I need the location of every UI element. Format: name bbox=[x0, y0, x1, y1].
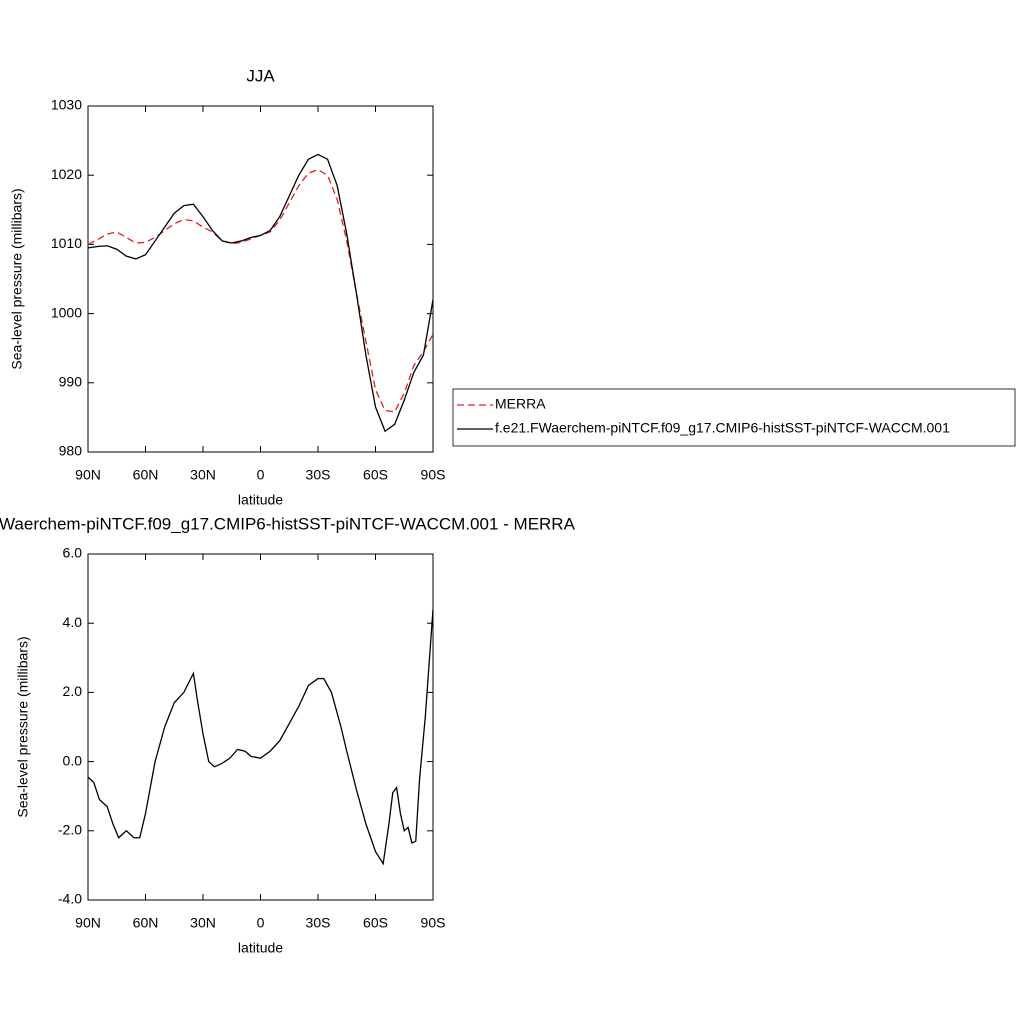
x-tick-label: 30S bbox=[306, 467, 331, 483]
y-tick-label: 6.0 bbox=[63, 545, 83, 561]
plot-frame bbox=[87, 553, 434, 901]
x-tick-label: 90N bbox=[75, 915, 101, 931]
x-tick-label: 30S bbox=[306, 915, 331, 931]
y-tick-label: 4.0 bbox=[63, 614, 83, 630]
y-tick-label: -2.0 bbox=[58, 822, 82, 838]
x-tick-label: 60N bbox=[133, 915, 159, 931]
x-axis-label: latitude bbox=[238, 940, 283, 956]
series-line bbox=[87, 609, 434, 866]
x-tick-label: 30N bbox=[190, 467, 216, 483]
x-tick-label: 30N bbox=[190, 915, 216, 931]
y-tick-label: 0.0 bbox=[63, 752, 83, 768]
y-tick-label: 980 bbox=[59, 443, 83, 459]
series-line bbox=[87, 153, 434, 433]
x-tick-label: 60S bbox=[363, 467, 388, 483]
legend-label: MERRA bbox=[495, 396, 546, 412]
y-tick-label: 1010 bbox=[51, 235, 82, 251]
y-tick-label: 990 bbox=[59, 374, 83, 390]
x-axis-label: latitude bbox=[238, 492, 283, 508]
x-tick-label: 90S bbox=[421, 915, 446, 931]
chart-title: JJA bbox=[246, 66, 275, 85]
series-line bbox=[87, 168, 434, 413]
legend-box bbox=[452, 388, 1016, 447]
x-tick-label: 90S bbox=[421, 467, 446, 483]
y-axis-label: Sea-level pressure (millibars) bbox=[9, 188, 25, 369]
y-tick-label: 1020 bbox=[51, 166, 82, 182]
x-tick-label: 0 bbox=[257, 467, 265, 483]
x-tick-label: 90N bbox=[75, 467, 101, 483]
plot-frame bbox=[87, 105, 434, 453]
y-tick-label: 1000 bbox=[51, 304, 82, 320]
legend-label: f.e21.FWaerchem-piNTCF.f09_g17.CMIP6-his… bbox=[495, 420, 950, 436]
y-tick-label: 2.0 bbox=[63, 683, 83, 699]
x-tick-label: 60S bbox=[363, 915, 388, 931]
y-axis-label: Sea-level pressure (millibars) bbox=[15, 636, 31, 817]
x-tick-label: 0 bbox=[257, 915, 265, 931]
y-tick-label: -4.0 bbox=[58, 891, 82, 907]
y-tick-label: 1030 bbox=[51, 97, 82, 113]
chart-title: f.e21.FWaerchem-piNTCF.f09_g17.CMIP6-his… bbox=[0, 514, 576, 533]
x-tick-label: 60N bbox=[133, 467, 159, 483]
